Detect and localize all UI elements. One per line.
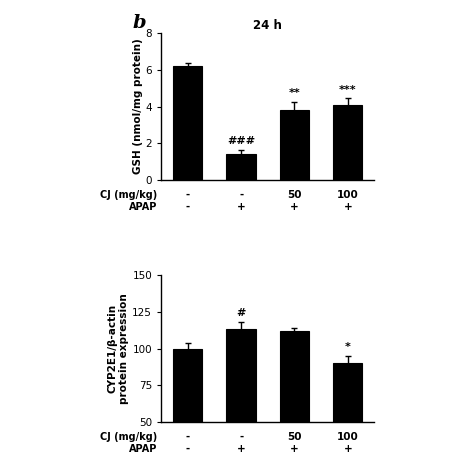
- Text: 50: 50: [287, 432, 302, 442]
- Text: 50: 50: [287, 190, 302, 200]
- Text: APAP: APAP: [128, 202, 157, 212]
- Text: ***: ***: [339, 84, 356, 95]
- Bar: [173, 66, 202, 180]
- Bar: [280, 331, 309, 474]
- Text: -: -: [239, 190, 243, 200]
- Text: -: -: [186, 190, 190, 200]
- Text: b: b: [133, 14, 146, 32]
- Text: -: -: [186, 444, 190, 454]
- Text: -: -: [239, 432, 243, 442]
- Text: **: **: [289, 88, 301, 98]
- Bar: [227, 329, 256, 474]
- Text: +: +: [237, 444, 246, 454]
- Text: +: +: [290, 202, 299, 212]
- Text: -: -: [186, 202, 190, 212]
- Text: #: #: [237, 309, 246, 319]
- Bar: [333, 105, 363, 180]
- Bar: [227, 154, 256, 180]
- Bar: [333, 363, 363, 474]
- Text: +: +: [290, 444, 299, 454]
- Text: APAP: APAP: [128, 444, 157, 454]
- Text: +: +: [237, 202, 246, 212]
- Text: CJ (mg/kg): CJ (mg/kg): [100, 432, 157, 442]
- Y-axis label: CYP2E1/β-actin
protein expression: CYP2E1/β-actin protein expression: [108, 293, 129, 404]
- Text: CJ (mg/kg): CJ (mg/kg): [100, 190, 157, 200]
- Text: *: *: [345, 342, 351, 352]
- Text: +: +: [344, 202, 352, 212]
- Title: 24 h: 24 h: [254, 19, 282, 32]
- Text: ###: ###: [227, 136, 255, 146]
- Text: -: -: [186, 432, 190, 442]
- Y-axis label: GSH (nmol/mg protein): GSH (nmol/mg protein): [133, 39, 143, 174]
- Text: 100: 100: [337, 432, 359, 442]
- Text: +: +: [344, 444, 352, 454]
- Bar: [280, 110, 309, 180]
- Text: 100: 100: [337, 190, 359, 200]
- Bar: [173, 348, 202, 474]
